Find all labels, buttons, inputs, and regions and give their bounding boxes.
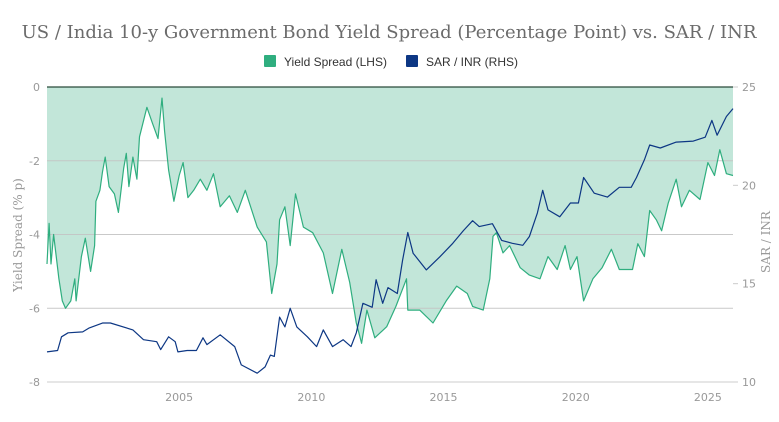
yield-spread-line (46, 97, 734, 344)
plot-area (46, 86, 734, 383)
y-left-tick-label: -6 (29, 302, 40, 315)
y-right-tick-label: 20 (742, 179, 756, 192)
legend-swatch-yield-spread (264, 55, 276, 67)
y-right-tick-label: 15 (742, 278, 756, 291)
y-right-axis-title: SAR / INR (759, 210, 773, 273)
y-left-tick-label: -4 (29, 229, 40, 242)
y-left-tick-label: -8 (29, 376, 40, 389)
legend: Yield Spread (LHS) SAR / INR (RHS) (264, 55, 518, 69)
legend-swatch-sar-inr (406, 55, 418, 67)
chart-title: US / India 10-y Government Bond Yield Sp… (22, 22, 757, 43)
x-tick-label: 2015 (430, 391, 458, 404)
legend-label-sar-inr: SAR / INR (RHS) (426, 55, 518, 69)
x-tick-label: 2005 (165, 391, 193, 404)
y-right-tick-label: 25 (742, 81, 756, 94)
x-tick-label: 2020 (562, 391, 590, 404)
y-right-tick-label: 10 (742, 376, 756, 389)
yield-spread-area (47, 87, 733, 344)
x-tick-label: 2010 (297, 391, 325, 404)
y-left-tick-label: 0 (33, 81, 40, 94)
legend-label-yield-spread: Yield Spread (LHS) (284, 55, 387, 69)
sar-inr-line (46, 108, 734, 374)
x-tick-label: 2025 (694, 391, 722, 404)
y-left-tick-label: -2 (29, 155, 40, 168)
y-left-axis-title: Yield Spread (% p) (11, 178, 25, 293)
